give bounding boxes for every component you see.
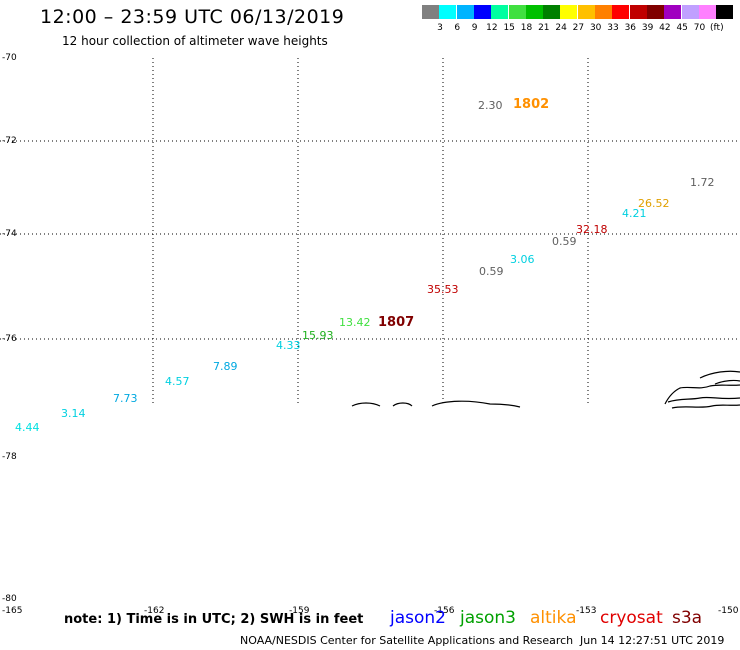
time-label: 1807 xyxy=(378,315,415,330)
lon-label: -150 xyxy=(718,606,739,616)
lon-label: -153 xyxy=(576,606,597,616)
wave-height-label: 4.21 xyxy=(622,207,647,220)
satellite-jason2-label: jason2 xyxy=(390,608,446,628)
wave-height-label: 4.44 xyxy=(15,421,40,434)
legend-swatch xyxy=(612,5,630,19)
lat-label: -70 xyxy=(2,53,17,63)
wave-height-label: 7.73 xyxy=(113,392,138,405)
legend-label: 6 xyxy=(454,23,461,33)
legend-label: 21 xyxy=(538,23,550,33)
legend-swatch xyxy=(439,5,457,19)
legend-label: 36 xyxy=(624,23,637,33)
legend-swatch xyxy=(543,5,561,19)
legend-swatch xyxy=(629,5,647,19)
footer-note: note: 1) Time is in UTC; 2) SWH is in fe… xyxy=(64,612,364,627)
lat-label: -78 xyxy=(2,452,17,462)
wave-height-label: 13.42 xyxy=(339,316,371,329)
lat-label: -72 xyxy=(2,136,17,146)
wave-height-label: 32.18 xyxy=(576,223,608,236)
legend-label: 42 xyxy=(659,23,671,33)
legend-swatch xyxy=(698,5,716,19)
wave-height-label: 3.06 xyxy=(510,253,535,266)
legend-swatch xyxy=(525,5,543,19)
legend-swatch xyxy=(508,5,526,19)
legend-label: 15 xyxy=(503,23,515,33)
legend-swatch xyxy=(716,5,734,19)
legend-label: 27 xyxy=(572,23,585,33)
legend-swatch xyxy=(595,5,612,19)
legend-label: 9 xyxy=(471,23,478,33)
satellite-altika-label: altika xyxy=(530,608,577,628)
legend-label: 33 xyxy=(607,23,619,33)
satellite-s3a-label: s3a xyxy=(672,608,703,628)
legend-swatch xyxy=(491,5,509,19)
lon-label: -156 xyxy=(434,606,455,616)
lat-label: -76 xyxy=(2,334,17,344)
wave-height-label: 0.59 xyxy=(552,235,577,248)
credit-line: NOAA/NESDIS Center for Satellite Applica… xyxy=(240,634,574,647)
wave-height-label: 4.57 xyxy=(165,375,190,388)
wave-height-label: 15.93 xyxy=(302,329,334,342)
legend-label: 70 xyxy=(693,23,706,33)
legend-label: (ft) xyxy=(710,23,724,33)
wave-height-label: 0.59 xyxy=(479,265,504,278)
legend-swatch xyxy=(473,5,491,19)
wave-height-label: 4.33 xyxy=(276,339,301,352)
coastline xyxy=(351,370,740,409)
legend-label: 30 xyxy=(589,23,602,33)
lon-label: -165 xyxy=(2,606,23,616)
generation-timestamp: Jun 14 12:27:51 UTC 2019 xyxy=(580,634,725,647)
satellite-cryosat-label: cryosat xyxy=(600,608,663,628)
lat-label: -74 xyxy=(2,229,17,239)
lat-label: -80 xyxy=(2,594,17,604)
legend-swatch xyxy=(560,5,578,19)
wave-height-label: 2.30 xyxy=(478,99,503,112)
wave-height-label: 7.89 xyxy=(213,360,238,373)
legend-swatch xyxy=(422,5,439,19)
wave-height-label: 1.72 xyxy=(690,176,715,189)
time-label: 1802 xyxy=(513,97,550,112)
legend-swatch xyxy=(456,5,474,19)
satellite-jason3-label: jason3 xyxy=(460,608,516,628)
legend-label: 39 xyxy=(641,23,654,33)
legend-swatch xyxy=(577,5,595,19)
lon-label: -162 xyxy=(144,606,165,616)
wave-height-label: 26.52 xyxy=(638,197,670,210)
legend-swatch xyxy=(664,5,682,19)
map-subtitle: 12 hour collection of altimeter wave hei… xyxy=(62,34,328,48)
legend-label: 18 xyxy=(520,23,533,33)
legend-label: 45 xyxy=(676,23,688,33)
legend-swatch xyxy=(646,5,664,19)
map-title: 12:00 – 23:59 UTC 06/13/2019 xyxy=(40,6,345,28)
wave-height-label: 3.14 xyxy=(61,407,86,420)
legend-label: 12 xyxy=(486,23,498,33)
legend-label: 24 xyxy=(555,23,567,33)
legend-swatch xyxy=(681,5,699,19)
lon-label: -159 xyxy=(289,606,310,616)
wave-height-label: 35.53 xyxy=(427,283,459,296)
graticule xyxy=(0,58,740,406)
legend-label: 3 xyxy=(437,23,443,33)
